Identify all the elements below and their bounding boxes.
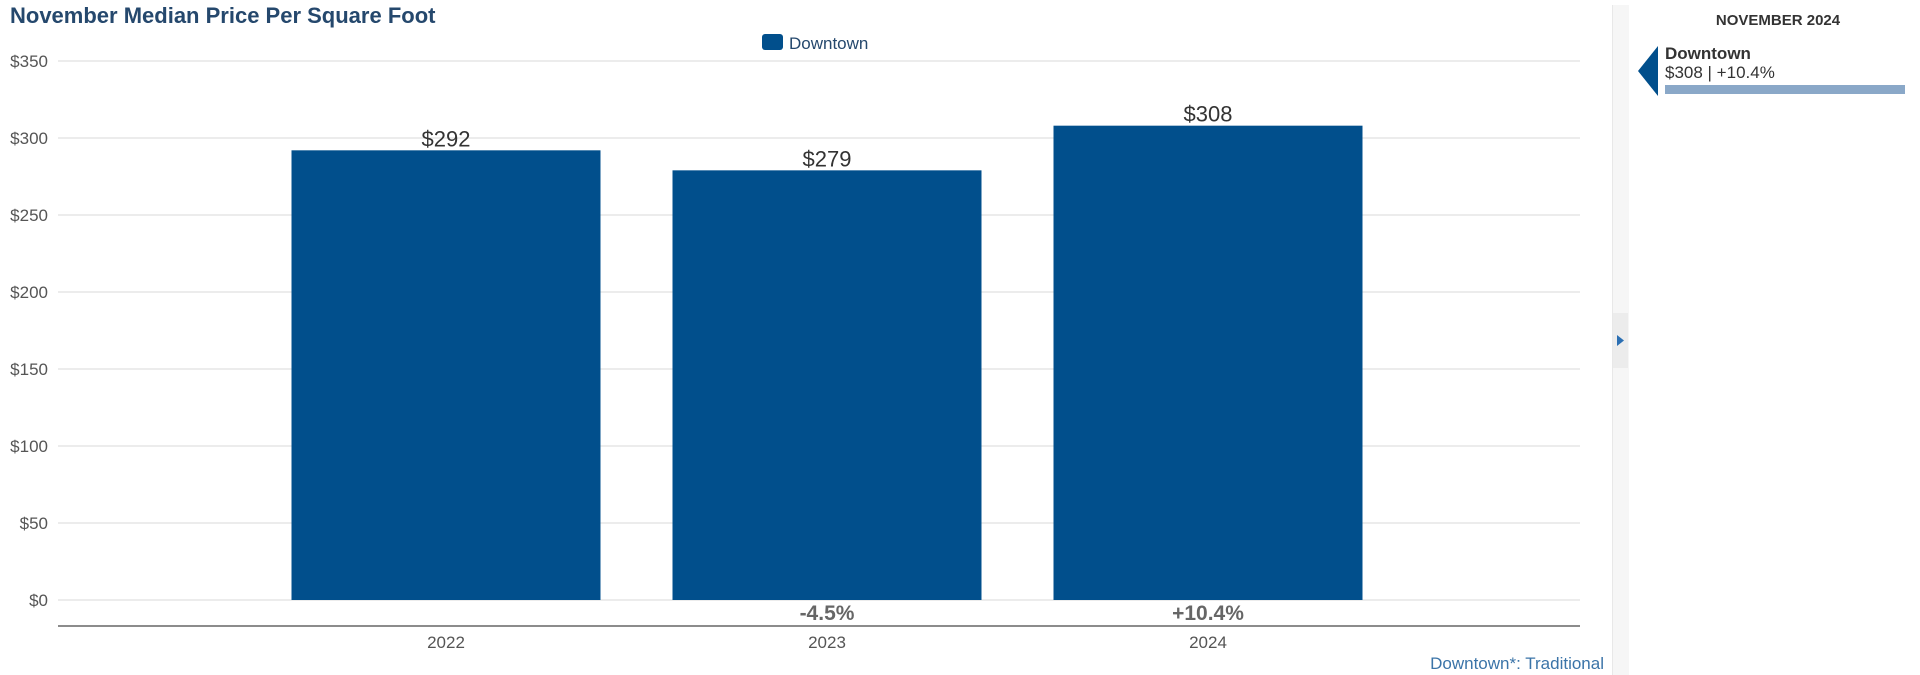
panel-title: NOVEMBER 2024 [1715, 12, 1841, 29]
x-tick-label: 2024 [1189, 633, 1227, 652]
panel-series-value: $308 | +10.4% [1665, 63, 1775, 82]
legend-swatch [762, 34, 783, 50]
bar-2024[interactable] [1053, 125, 1363, 601]
x-tick-label: 2022 [427, 633, 465, 652]
bars [291, 125, 1363, 601]
legend[interactable]: Downtown [762, 34, 868, 53]
side-panel: NOVEMBER 2024 Downtown $308 | +10.4% [1636, 0, 1920, 675]
change-labels: -4.5% +10.4% [800, 602, 1245, 625]
panel-series-name: Downtown [1665, 44, 1751, 63]
bar-2023[interactable] [672, 170, 982, 600]
y-tick-label: $100 [10, 437, 48, 456]
y-tick-label: $0 [29, 591, 48, 610]
panel-value-bar [1665, 85, 1905, 94]
change-label: -4.5% [800, 602, 855, 625]
change-label: +10.4% [1172, 602, 1244, 625]
triangle-right-icon [1617, 335, 1624, 346]
bar-value-label: $292 [422, 126, 471, 151]
chart-title: November Median Price Per Square Foot [10, 3, 436, 28]
bar-value-label: $279 [803, 146, 852, 171]
y-axis-ticks: $0 $50 $100 $150 $200 $250 $300 $350 [10, 52, 48, 610]
bar-chart: $0 $50 $100 $150 $200 $250 $300 $350 $292 $279 $3… [10, 34, 1580, 652]
y-tick-label: $300 [10, 129, 48, 148]
bar-value-labels: $292 $279 $308 [422, 102, 1233, 172]
bar-2022[interactable] [291, 150, 601, 600]
y-tick-label: $250 [10, 206, 48, 225]
panel-expand-toggle[interactable] [1613, 313, 1628, 368]
x-tick-label: 2023 [808, 633, 846, 652]
y-tick-label: $50 [20, 514, 48, 533]
y-tick-label: $200 [10, 283, 48, 302]
y-tick-label: $150 [10, 360, 48, 379]
bar-value-label: $308 [1184, 102, 1233, 127]
footnote: Downtown*: Traditional [1430, 654, 1604, 673]
y-tick-label: $350 [10, 52, 48, 71]
legend-label-downtown: Downtown [789, 34, 868, 53]
x-axis-ticks: 2022 2023 2024 [427, 633, 1227, 652]
triangle-left-icon [1638, 46, 1658, 96]
